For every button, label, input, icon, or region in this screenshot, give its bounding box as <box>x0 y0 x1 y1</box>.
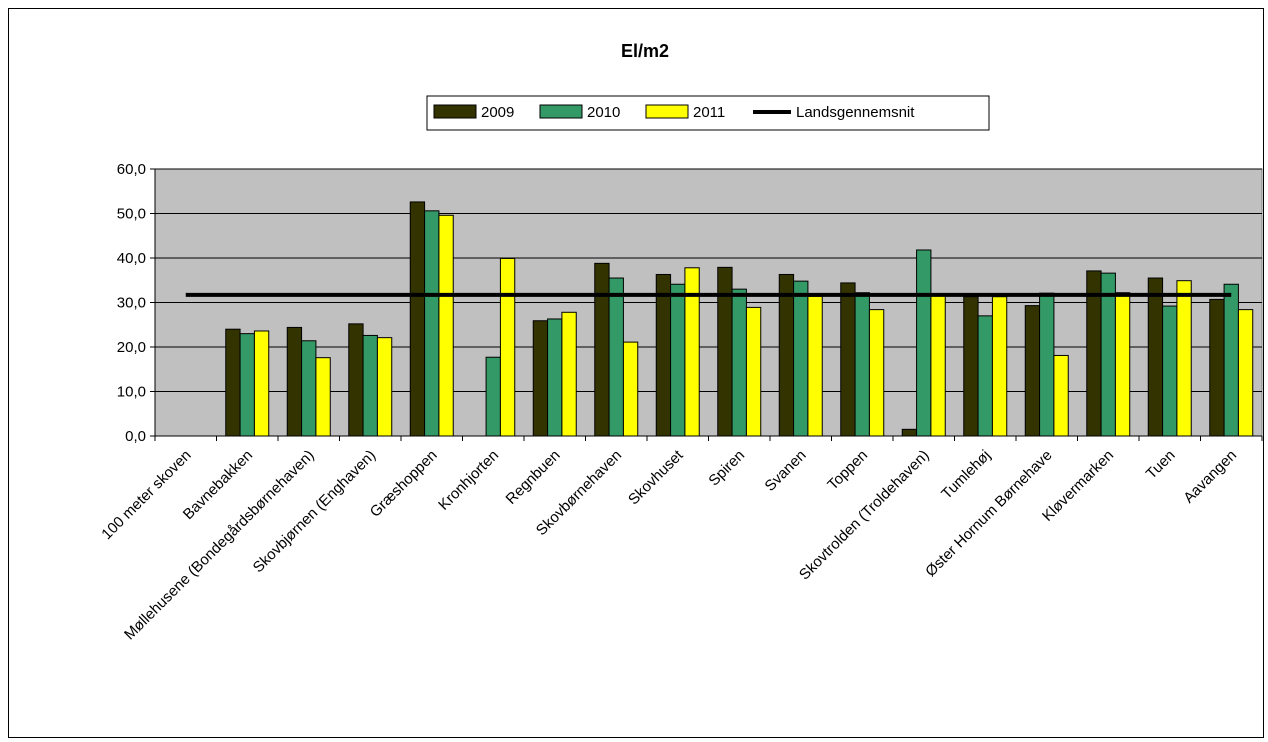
bar-2009 <box>778 273 795 437</box>
bar-2010 <box>1039 292 1055 437</box>
bar-2010 <box>362 334 378 437</box>
bar-2010 <box>1100 272 1116 437</box>
bar-2009 <box>840 282 856 437</box>
y-tick-label: 50,0 <box>117 206 146 223</box>
bar-chart: El/m2 2009 2010 2011 Landsgennemsnit 0,0… <box>98 41 1263 643</box>
legend: 2009 2010 2011 Landsgennemsnit <box>426 95 990 131</box>
y-tick-label: 30,0 <box>117 295 146 312</box>
bar-2010 <box>670 283 686 437</box>
bar-2011 <box>315 357 331 437</box>
x-tick-label: Tuen <box>1143 447 1179 483</box>
legend-swatch-2010 <box>539 104 583 119</box>
bar-2011 <box>1114 292 1131 437</box>
bar-2010 <box>301 340 317 437</box>
y-tick-label: 60,0 <box>117 161 146 178</box>
bar-2010 <box>239 333 255 437</box>
bar-2010 <box>1162 305 1178 437</box>
bar-2011 <box>745 306 762 437</box>
bar-2011 <box>991 296 1008 437</box>
x-tick-label: Kronhjorten <box>435 447 502 514</box>
bar-2010 <box>608 277 624 437</box>
bar-2011 <box>1176 280 1192 437</box>
bar-2010 <box>1223 283 1239 437</box>
bar-2011 <box>438 214 454 437</box>
y-tick-label: 20,0 <box>117 339 146 356</box>
chart-title: El/m2 <box>621 41 669 61</box>
legend-swatch-2011 <box>645 104 689 119</box>
legend-label-2011: 2011 <box>693 104 725 121</box>
x-tick-label: Toppen <box>824 447 871 494</box>
x-tick-label: Svanen <box>762 447 810 495</box>
plot-area: 0,0 10,0 20,0 30,0 40,0 50,0 60,0 100 meter sko… <box>98 161 1263 643</box>
y-tick-label: 10,0 <box>117 384 146 401</box>
bar-2011 <box>1237 309 1254 437</box>
chart-frame: El/m2 2009 2010 2011 Landsgennemsnit 0,0… <box>8 8 1264 738</box>
bar-2009 <box>1147 277 1164 437</box>
legend-label-2010: 2010 <box>587 104 620 121</box>
bar-2009 <box>286 326 303 437</box>
x-tick-label: Skovhuset <box>625 446 687 508</box>
bar-2010 <box>793 280 809 437</box>
bar-2011 <box>561 311 577 437</box>
x-tick-label: Skovbjørnen (Enghaven) <box>250 447 379 576</box>
bar-2011 <box>376 337 393 437</box>
bar-2011 <box>807 295 823 437</box>
x-tick-label: Spiren <box>705 447 748 490</box>
legend-box <box>426 95 990 131</box>
bar-2011 <box>1053 354 1069 437</box>
y-tick-label: 40,0 <box>117 250 146 267</box>
x-tick-label: Aavangen <box>1180 447 1240 507</box>
x-tick-label: Skovtrolden (Troldehaven) <box>796 447 933 584</box>
x-tick-label: Tumlehøj <box>938 447 994 503</box>
bar-2010 <box>916 249 932 437</box>
bar-2010 <box>424 210 440 437</box>
bar-2011 <box>868 309 885 437</box>
x-tick-label: 100 meter skoven <box>98 447 194 543</box>
bar-2009 <box>901 428 918 437</box>
x-tick-label: Regnbuen <box>503 447 564 508</box>
bar-2009 <box>1209 298 1225 437</box>
bar-2009 <box>963 296 979 437</box>
legend-label-2009: 2009 <box>481 104 514 121</box>
bar-2009 <box>1024 305 1041 437</box>
bar-2009 <box>717 266 733 437</box>
bar-2011 <box>499 257 516 437</box>
x-tick-label: Øster Hornum Børnehave <box>922 447 1055 580</box>
bar-2009 <box>409 201 426 437</box>
bar-2010 <box>977 315 993 437</box>
bar-2011 <box>253 330 270 437</box>
bar-2010 <box>547 318 563 437</box>
bar-2010 <box>731 288 747 437</box>
bar-2010 <box>485 356 501 437</box>
bar-2009 <box>225 328 241 437</box>
bar-2011 <box>622 341 639 437</box>
bar-2009 <box>532 320 549 437</box>
legend-label-landsgennemsnit: Landsgennemsnit <box>796 104 915 121</box>
bar-2009 <box>655 273 672 437</box>
y-tick-label: 0,0 <box>125 428 146 445</box>
bar-2011 <box>930 295 946 437</box>
bar-2009 <box>348 323 364 437</box>
bar-2009 <box>594 262 610 437</box>
bar-2010 <box>854 292 870 437</box>
legend-swatch-2009 <box>433 104 477 119</box>
